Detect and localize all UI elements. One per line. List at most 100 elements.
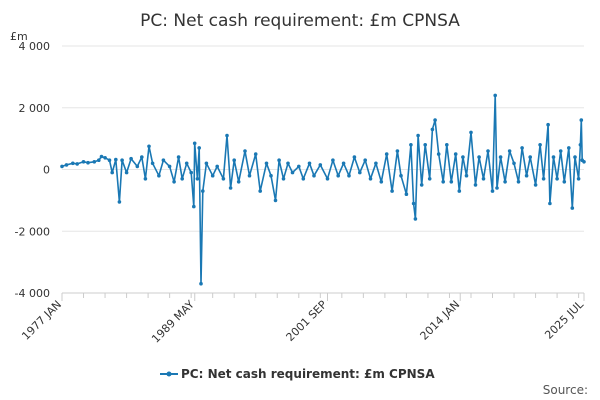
data-point [184, 161, 189, 166]
data-point [524, 173, 529, 178]
data-point [541, 177, 546, 181]
data-point [464, 173, 469, 178]
unit-label: £m [10, 30, 28, 43]
data-point [427, 177, 432, 181]
data-point [172, 180, 176, 184]
y-tick-label: 2 000 [19, 102, 51, 115]
data-point [253, 152, 258, 156]
data-point [503, 180, 507, 184]
data-point [548, 201, 552, 206]
data-point [546, 122, 550, 127]
data-point [390, 189, 394, 193]
data-point [71, 161, 75, 166]
legend-label[interactable]: PC: Net cash requirement: £m CPNSA [181, 367, 435, 381]
data-point [140, 155, 144, 159]
legend[interactable]: PC: Net cash requirement: £m CPNSA [160, 367, 435, 381]
data-point [75, 162, 79, 166]
data-point [273, 198, 278, 203]
data-point [157, 173, 161, 178]
data-point [192, 141, 197, 146]
series-group [60, 93, 586, 286]
y-tick-label: -4 000 [15, 287, 50, 300]
source-label: Source: [543, 383, 588, 397]
data-point [325, 177, 330, 181]
data-point [150, 161, 155, 166]
legend-marker [166, 371, 172, 377]
data-point [161, 158, 166, 162]
data-point [318, 163, 323, 167]
data-point [215, 164, 219, 169]
data-point [60, 164, 64, 169]
data-point [416, 133, 420, 138]
data-point [97, 158, 101, 162]
data-point [247, 173, 252, 178]
data-point [457, 189, 462, 193]
data-point [481, 177, 486, 181]
x-tick-label: 1977 JAN [19, 298, 64, 343]
data-point [269, 173, 273, 178]
data-point [567, 146, 571, 150]
data-point [86, 160, 90, 165]
data-point [64, 163, 69, 167]
data-point [301, 177, 306, 181]
data-point [495, 186, 499, 190]
data-point [117, 200, 122, 204]
data-point [368, 177, 373, 181]
data-point [143, 177, 148, 181]
data-point [411, 201, 416, 206]
data-point [180, 177, 184, 181]
data-point [232, 158, 236, 162]
data-point [490, 189, 495, 193]
x-tick-label: 2025 JUL [542, 297, 586, 341]
data-point [419, 183, 424, 187]
data-point [445, 143, 449, 147]
data-point [358, 170, 362, 175]
y-tick-label: -2 000 [15, 225, 50, 238]
data-point [404, 192, 409, 196]
data-point [135, 164, 140, 169]
series-line [61, 94, 585, 285]
data-point [409, 143, 413, 147]
data-point [507, 149, 512, 153]
data-point [516, 180, 521, 184]
data-point [81, 160, 86, 164]
data-point [433, 118, 437, 122]
data-point [189, 170, 193, 175]
data-point [379, 180, 384, 184]
data-point [558, 149, 563, 153]
data-point [204, 161, 209, 166]
data-point [551, 155, 556, 159]
data-point [347, 173, 351, 178]
data-point [290, 170, 295, 175]
data-point [477, 155, 481, 159]
data-point [469, 130, 473, 135]
y-axis: 4 000 2 000 0 -2 000 -4 000 [15, 40, 50, 300]
data-point [221, 177, 226, 181]
data-point [297, 164, 301, 169]
data-point [110, 170, 114, 175]
data-point [430, 127, 435, 132]
chart-title: PC: Net cash requirement: £m CPNSA [140, 11, 460, 31]
data-point [436, 152, 441, 156]
data-point [395, 149, 400, 153]
data-point [570, 206, 575, 210]
data-point [533, 183, 538, 187]
data-point [192, 204, 196, 209]
data-point [286, 161, 290, 166]
data-point [461, 155, 465, 159]
data-point [578, 143, 583, 147]
x-tick-label: 2001 SEP [284, 298, 330, 344]
data-point [236, 180, 241, 184]
data-point [576, 177, 581, 181]
data-point [562, 180, 567, 184]
data-point [103, 156, 107, 160]
data-point [520, 146, 524, 150]
data-point [341, 161, 346, 166]
data-point [449, 180, 454, 184]
data-point [264, 161, 269, 166]
data-point [352, 155, 357, 159]
data-point [363, 158, 368, 162]
data-point [331, 158, 335, 162]
data-point [512, 161, 516, 166]
